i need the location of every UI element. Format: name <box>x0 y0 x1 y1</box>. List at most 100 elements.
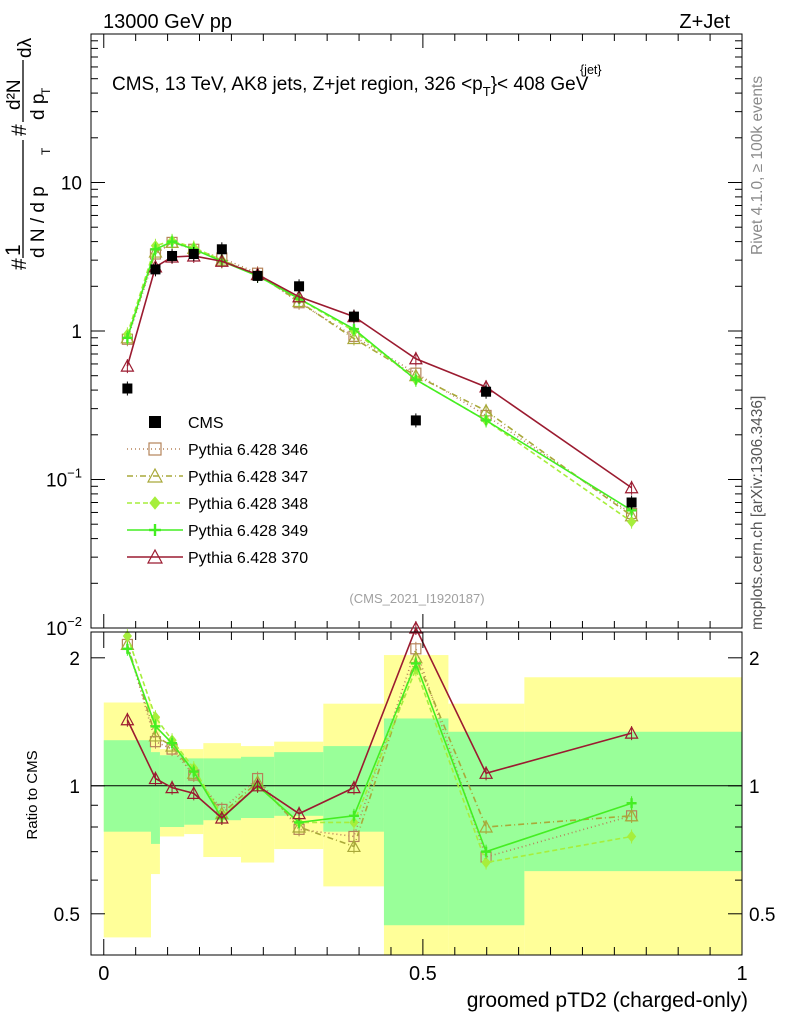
data-point <box>122 630 133 642</box>
data-point <box>292 806 307 820</box>
x-axis-label: groomed pTD2 (charged-only) <box>467 989 748 1012</box>
data-point <box>346 780 361 794</box>
ratio-y-tick-label: 1 <box>69 777 80 798</box>
data-point <box>148 771 163 785</box>
chart-title-superscript: {jet} <box>580 63 602 77</box>
data-point <box>626 830 637 843</box>
data-point <box>186 786 201 799</box>
legend-item: Pythia 6.428 348 <box>127 496 308 513</box>
x-tick-label: 0 <box>98 963 109 985</box>
data-point <box>408 620 423 634</box>
ratio-y-tick-label: 2 <box>69 649 80 670</box>
data-point <box>165 780 180 794</box>
legend-label: Pythia 6.428 346 <box>188 442 308 459</box>
main-panel: 10−2 10−1 1 10 CMS, 13 TeV, AK8 jets, Z+jet… <box>2 33 743 640</box>
svg-text:#: # <box>8 124 31 136</box>
data-point <box>216 244 227 255</box>
svg-text:d p: d p <box>28 94 49 120</box>
chart-title: CMS, 13 TeV, AK8 jets, Z+jet region, 326… <box>112 74 589 99</box>
series-line <box>126 644 632 848</box>
data-point <box>188 766 199 777</box>
data-point <box>479 819 494 833</box>
data-point <box>292 819 307 833</box>
data-point <box>122 332 133 343</box>
data-point <box>626 515 637 528</box>
stat-uncertainty-band <box>524 731 742 872</box>
data-point <box>167 738 178 749</box>
ratio-y-tick-label-right: 2 <box>749 649 760 670</box>
svg-text:T: T <box>39 87 53 95</box>
data-point <box>481 386 492 397</box>
ratio-panel: 0.5 0.5 1 1 2 2 0 0.5 1 Ratio to CMS groomed pTD… <box>24 620 775 1012</box>
stat-uncertainty-band <box>383 718 449 926</box>
y-tick-label: 10 <box>61 174 82 195</box>
legend: CMS Pythia 6.428 346 Pythia 6.428 347 Pythi… <box>127 415 308 567</box>
data-point <box>122 383 133 394</box>
data-point <box>167 236 178 247</box>
x-tick-label: 0.5 <box>409 963 437 985</box>
ratio-series-pythia-6.428-370 <box>120 620 639 825</box>
data-point <box>214 810 229 824</box>
data-point <box>348 810 359 821</box>
data-point <box>120 358 135 372</box>
data-point <box>188 249 199 260</box>
data-point <box>149 524 161 536</box>
legend-item: Pythia 6.428 349 <box>127 523 308 540</box>
data-point <box>481 415 492 426</box>
data-point <box>410 415 421 426</box>
data-point <box>214 253 229 267</box>
y-tick-label: 10−2 <box>46 614 82 640</box>
data-point <box>292 289 307 303</box>
data-point <box>481 846 492 857</box>
main-ylabel: # 1 d N / d p T # d²N d p T dλ <box>2 37 53 270</box>
data-point <box>348 311 359 322</box>
rivet-version-label: Rivet 4.1.0, ≥ 100k events <box>749 76 766 255</box>
legend-label: Pythia 6.428 349 <box>188 523 308 540</box>
data-point <box>149 496 161 510</box>
legend-item: CMS <box>149 415 224 432</box>
y-tick-label: 1 <box>71 322 82 343</box>
data-point <box>346 331 361 345</box>
x-tick-label: 1 <box>736 963 747 985</box>
svg-text:T: T <box>39 147 53 155</box>
series-cms <box>122 242 637 510</box>
data-point <box>148 442 162 456</box>
data-point <box>146 467 164 483</box>
legend-item: Pythia 6.428 347 <box>127 467 308 486</box>
data-point <box>624 480 639 494</box>
data-point <box>626 798 637 809</box>
svg-text:1: 1 <box>2 244 25 256</box>
svg-text:d²N: d²N <box>4 79 25 110</box>
legend-label: CMS <box>188 415 224 432</box>
svg-text:dλ: dλ <box>15 37 36 58</box>
legend-label: Pythia 6.428 370 <box>188 550 308 567</box>
ratio-plot-frame <box>90 631 743 956</box>
data-point <box>408 351 423 365</box>
data-point <box>150 244 161 255</box>
data-point <box>410 658 421 669</box>
data-point <box>626 497 637 508</box>
data-point <box>624 725 639 739</box>
data-point <box>150 721 161 732</box>
legend-item: Pythia 6.428 346 <box>127 442 308 459</box>
header-process-label: Z+Jet <box>679 11 730 33</box>
data-point <box>148 244 163 258</box>
data-point <box>150 264 161 275</box>
stat-uncertainty-band <box>150 752 160 844</box>
ratio-y-tick-label: 0.5 <box>54 905 80 926</box>
data-point <box>252 270 263 281</box>
data-point <box>149 416 161 428</box>
legend-label: Pythia 6.428 347 <box>188 469 308 486</box>
analysis-id: (CMS_2021_I1920187) <box>349 591 484 606</box>
ratio-y-tick-label-right: 1 <box>749 777 760 798</box>
data-point <box>410 374 421 385</box>
data-point <box>346 839 361 853</box>
data-point <box>294 281 305 292</box>
data-point <box>148 728 163 742</box>
data-point <box>165 738 180 752</box>
data-point <box>167 250 178 261</box>
legend-label: Pythia 6.428 348 <box>188 496 308 513</box>
data-point <box>481 856 491 869</box>
svg-text:d N / d p: d N / d p <box>28 186 49 258</box>
